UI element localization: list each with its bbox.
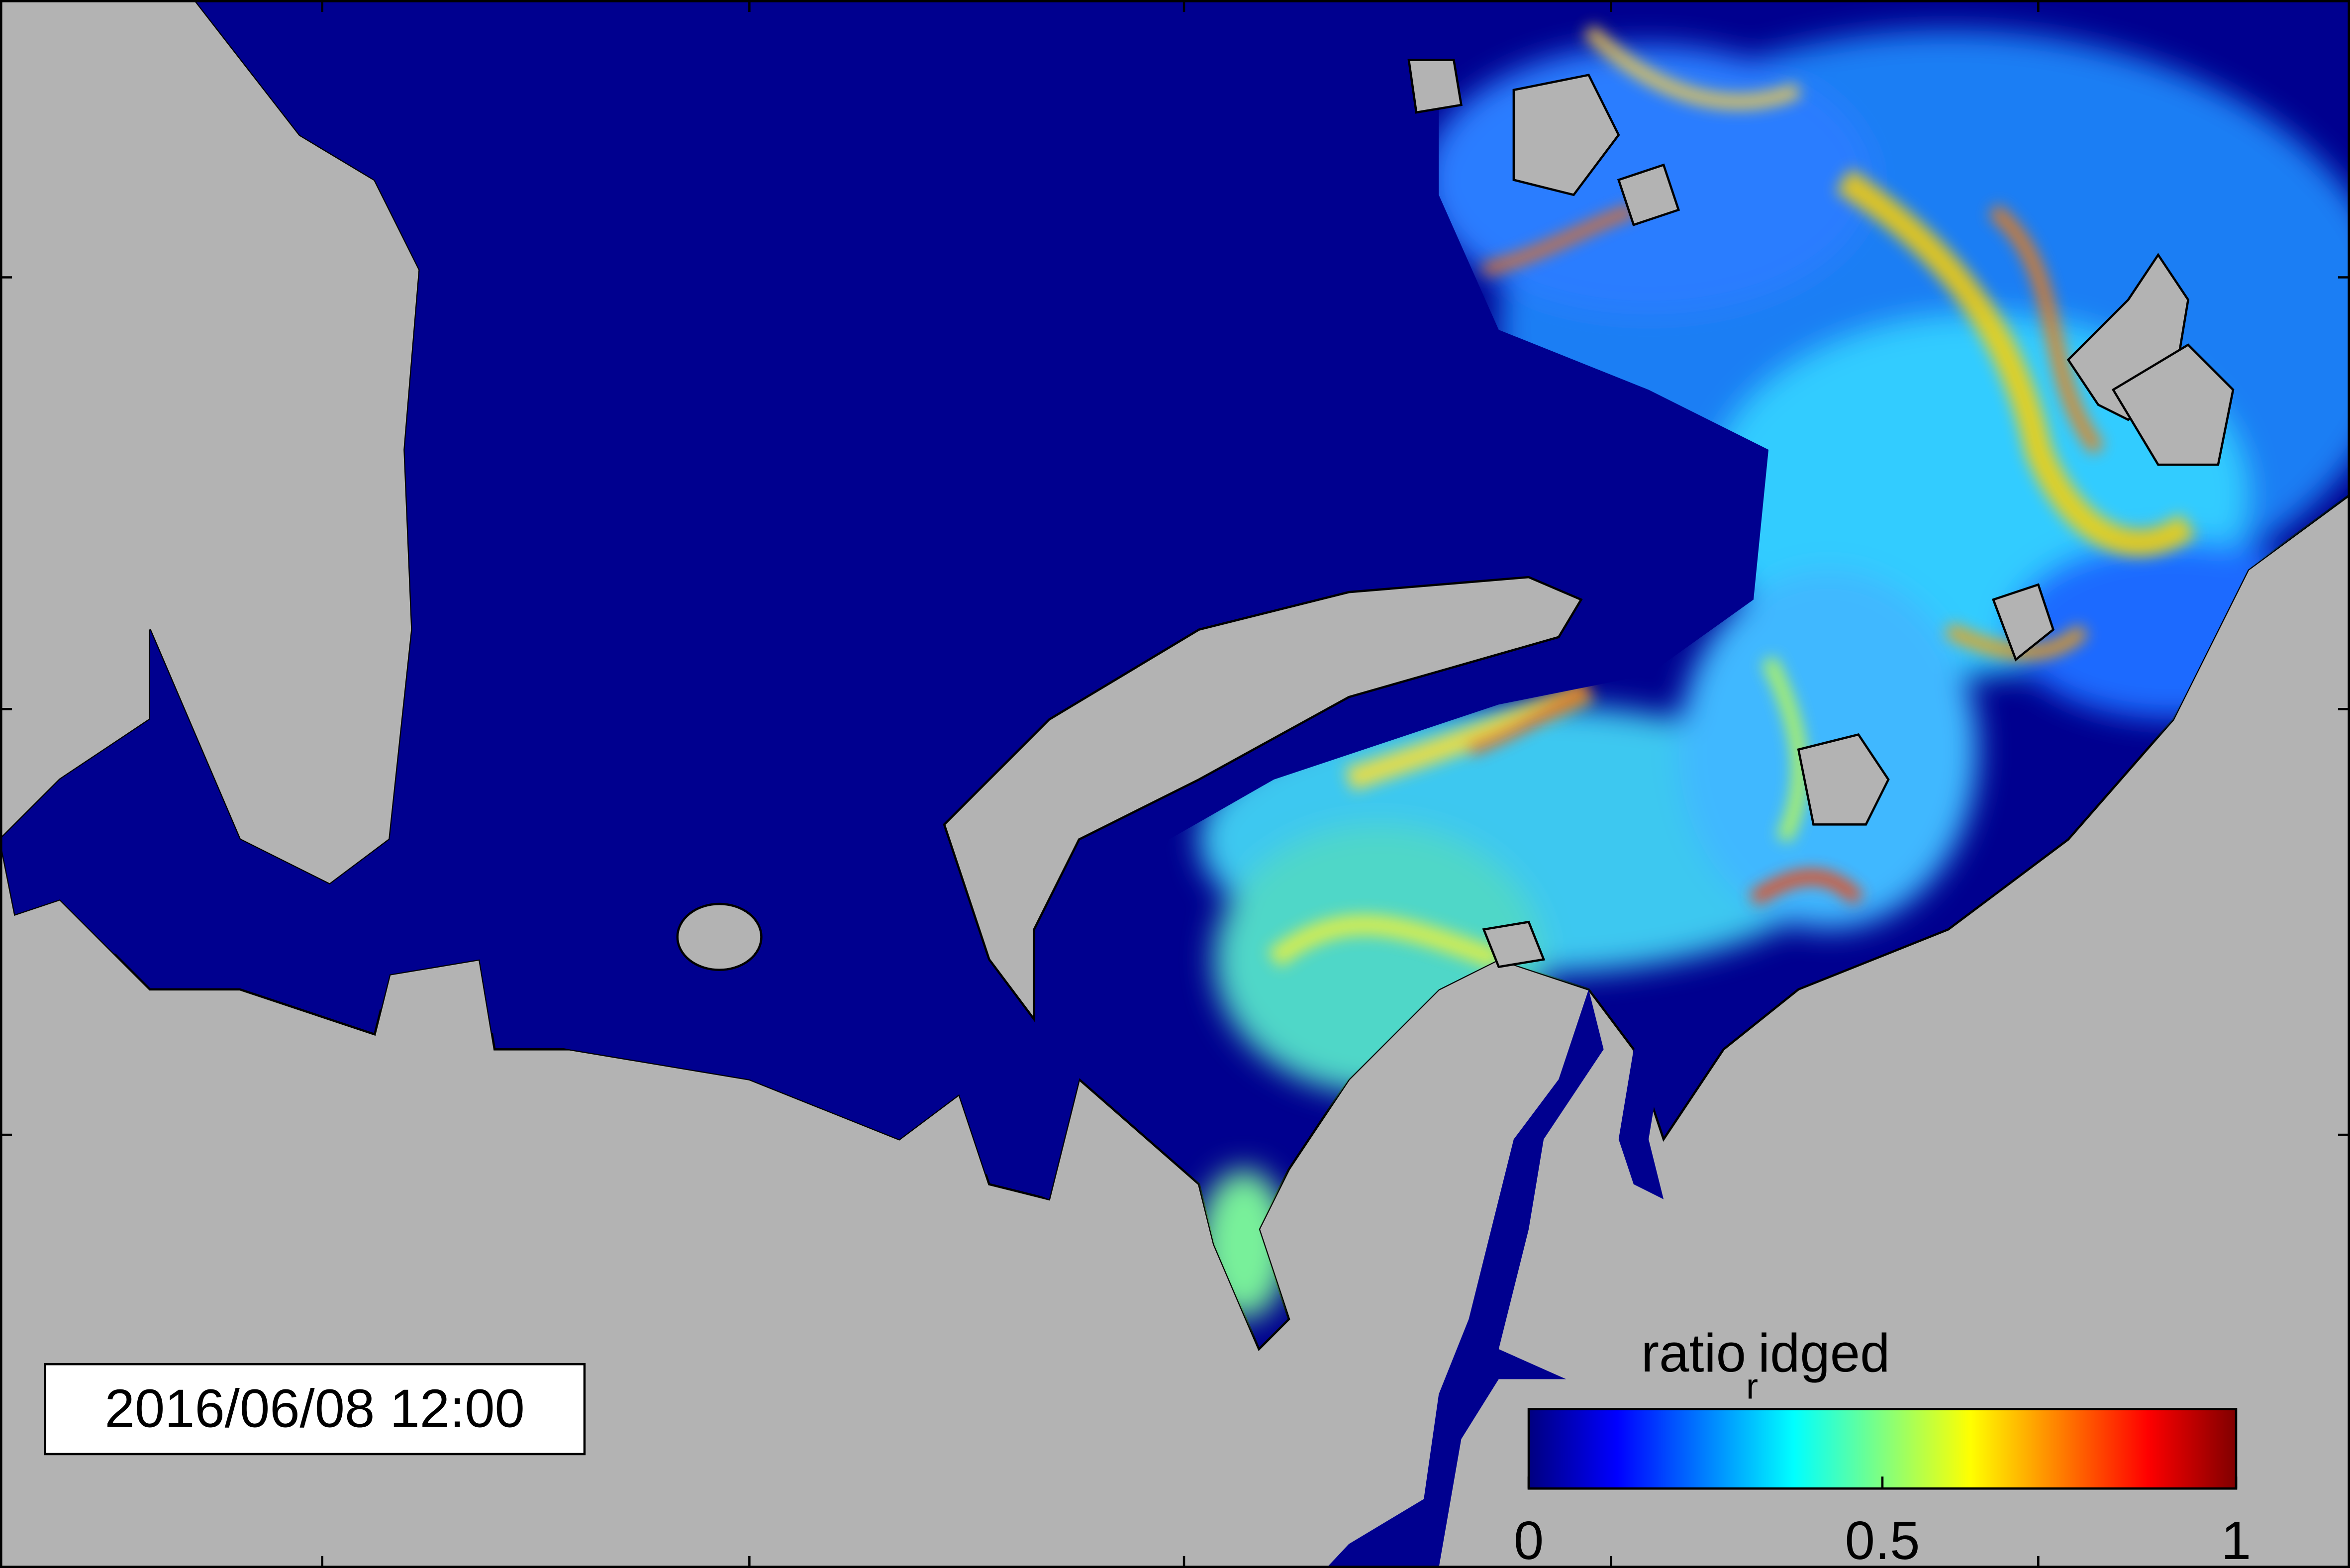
label-subscript: r [1746,1367,1758,1406]
river-channel [1618,1049,1664,1199]
colorbar-tick-label: 0 [1514,1510,1544,1568]
river-channel [1326,989,1604,1568]
label-main: ratio [1641,1323,1746,1383]
timestamp-box [44,1363,586,1456]
colorbar-scale [1527,1408,2238,1490]
colorbar: 0 0.5 1 [1514,1408,2251,1568]
colorbar-label: ratioridged [1641,1323,1890,1406]
timestamp: 2016/06/08 12:00 [104,1378,524,1439]
islands [676,59,2235,1023]
colorbar-tick-label: 0.5 [1845,1510,1920,1568]
colorbar-tick-label: 1 [2221,1510,2251,1568]
label-rest: idged [1758,1323,1890,1383]
